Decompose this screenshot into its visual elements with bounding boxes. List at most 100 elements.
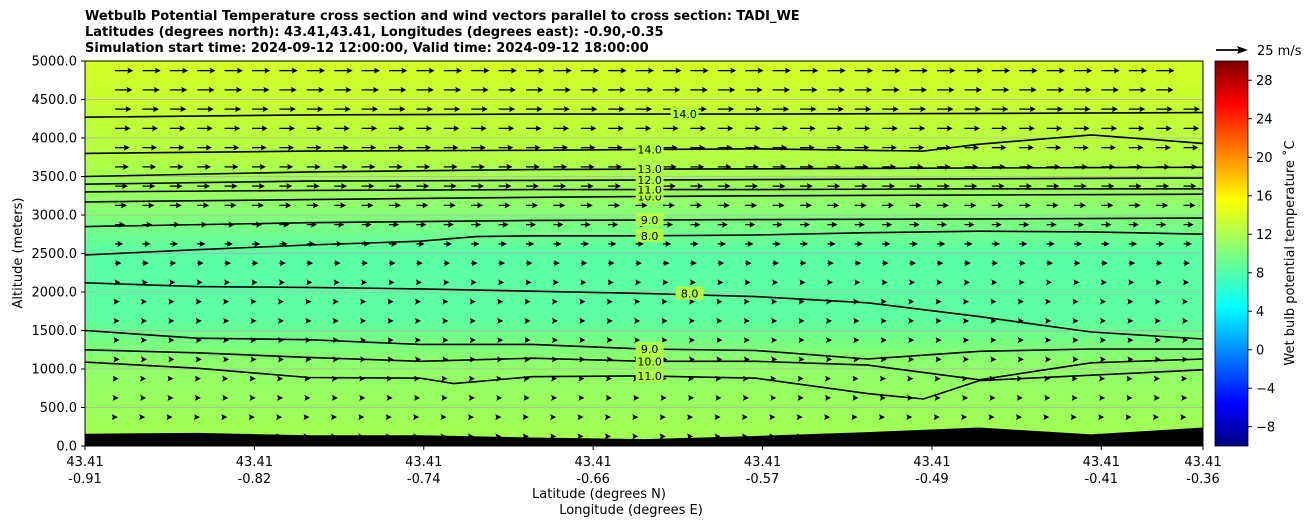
wind-arrow-head	[368, 183, 375, 190]
wind-arrow	[1044, 394, 1051, 401]
wind-arrow-head	[752, 183, 759, 190]
wind-arrow-head	[1072, 317, 1079, 324]
wind-arrow	[1016, 394, 1023, 401]
wind-arrow-head	[1126, 375, 1133, 382]
wind-arrow	[1127, 298, 1134, 305]
wind-arrow-head	[662, 279, 669, 286]
wind-arrow-head	[237, 67, 243, 74]
wind-arrow-head	[692, 240, 699, 247]
wind-arrow-head	[360, 298, 367, 305]
wind-arrow	[1101, 202, 1114, 209]
wind-arrow	[745, 202, 758, 209]
wind-arrow	[663, 202, 675, 209]
wind-arrow	[661, 317, 668, 324]
wind-arrow	[1100, 279, 1107, 286]
wind-arrow-head	[1028, 125, 1035, 132]
wind-arrow-head	[168, 337, 175, 344]
contour-label-bg	[635, 172, 664, 186]
x-tick-label-lat: 43.41	[744, 455, 781, 470]
wind-arrow	[168, 317, 175, 324]
wind-arrow-head	[634, 317, 641, 324]
wind-arrow-head	[1030, 86, 1037, 93]
wind-arrow-head	[976, 67, 983, 74]
wind-arrow-head	[797, 375, 804, 382]
wind-arrow-head	[975, 86, 982, 93]
wind-arrow-head	[469, 317, 476, 324]
colorbar-tick-label: 8	[1256, 266, 1264, 281]
wind-arrow	[882, 221, 893, 228]
wind-arrow	[279, 86, 297, 93]
wind-arrow-head	[1052, 202, 1059, 209]
wind-arrow-head	[528, 240, 535, 247]
wind-arrow	[361, 106, 379, 113]
wind-arrow-head	[908, 356, 915, 363]
wind-arrow	[770, 394, 777, 401]
wind-arrow	[851, 414, 858, 421]
wind-arrow	[743, 337, 750, 344]
wind-arrow	[526, 125, 542, 132]
wind-arrow-head	[365, 221, 372, 228]
x-tick-label-lon: -0.49	[915, 472, 949, 487]
wind-arrow-head	[1162, 202, 1169, 209]
wind-arrow-head	[454, 106, 461, 113]
wind-arrow-head	[935, 356, 942, 363]
wind-arrow-head	[880, 298, 887, 305]
wind-arrow	[252, 125, 268, 132]
wind-arrow	[800, 86, 818, 93]
wind-arrow-head	[1072, 298, 1079, 305]
wind-arrow-head	[209, 67, 216, 74]
wind-arrow-head	[990, 337, 997, 344]
wind-arrow	[498, 86, 517, 93]
wind-arrow	[881, 279, 888, 286]
wind-arrow-head	[825, 394, 832, 401]
wind-arrow	[745, 67, 764, 74]
wind-arrow	[827, 106, 844, 113]
wind-arrow-head	[799, 279, 806, 286]
wind-arrow-head	[1105, 221, 1112, 228]
wind-arrow	[1101, 86, 1119, 93]
wind-arrow-head	[1184, 260, 1191, 267]
wind-arrow	[963, 356, 969, 363]
wind-arrow-head	[1108, 183, 1115, 190]
wind-arrow-head	[318, 86, 325, 93]
wind-arrow-head	[580, 279, 587, 286]
wind-arrow-head	[586, 202, 593, 209]
wind-arrow	[306, 106, 324, 113]
wind-arrow	[936, 279, 943, 286]
wind-arrow-head	[260, 144, 267, 151]
wind-arrow-head	[312, 202, 319, 209]
wind-arrow-head	[1080, 183, 1087, 190]
wind-arrow-head	[605, 375, 612, 382]
wind-arrow-head	[1168, 67, 1175, 74]
wind-arrow	[334, 260, 341, 267]
wind-arrow	[800, 183, 813, 190]
wind-arrow	[224, 106, 242, 113]
wind-arrow-head	[538, 67, 545, 74]
wind-arrow-head	[563, 125, 570, 132]
wind-arrow	[1043, 414, 1050, 421]
wind-arrow	[250, 298, 257, 305]
wind-arrow	[416, 183, 430, 190]
wind-arrow-head	[1083, 125, 1090, 132]
wind-arrow	[937, 67, 956, 74]
wind-arrow-head	[389, 260, 396, 267]
wind-arrow-head	[361, 279, 368, 286]
wind-arrow	[223, 356, 230, 363]
wind-arrow-head	[358, 414, 365, 421]
wind-arrow	[635, 86, 654, 93]
wind-arrow	[386, 394, 393, 401]
wind-arrow	[854, 183, 868, 190]
wind-arrow	[1072, 317, 1079, 324]
wind-arrow-head	[633, 394, 640, 401]
wind-arrow-head	[614, 202, 621, 209]
wind-arrow-head	[782, 125, 789, 132]
wind-arrow-head	[343, 125, 350, 132]
wind-arrow-head	[314, 163, 321, 170]
wind-arrow-head	[646, 106, 653, 113]
wind-arrow	[854, 221, 865, 228]
wind-arrow-head	[915, 202, 922, 209]
wind-arrow	[690, 183, 704, 190]
wind-arrow-head	[443, 279, 450, 286]
wind-arrow-head	[991, 279, 998, 286]
wind-arrow-head	[483, 67, 490, 74]
